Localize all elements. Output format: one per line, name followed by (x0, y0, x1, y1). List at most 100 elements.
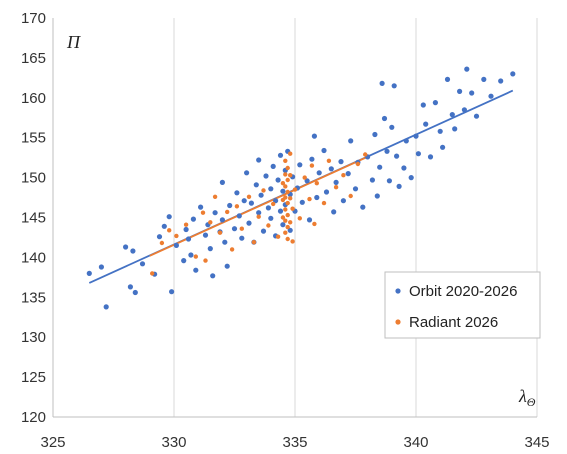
radiant-point (290, 206, 295, 211)
orbit-point (377, 164, 383, 170)
orbit-point (173, 242, 179, 248)
legend-label-radiant: Radiant 2026 (409, 314, 498, 331)
orbit-point (219, 179, 225, 185)
orbit-point (219, 217, 225, 223)
orbit-point (222, 239, 228, 245)
radiant-point (150, 271, 155, 276)
radiant-point (283, 158, 288, 163)
orbit-point (98, 264, 104, 270)
orbit-point (391, 83, 397, 89)
orbit-point (488, 93, 494, 99)
radiant-point (280, 215, 286, 220)
radiant-point (321, 200, 327, 206)
radiant-point (363, 152, 368, 157)
radiant-point (288, 173, 293, 178)
radiant-point (333, 185, 339, 190)
orbit-point (297, 162, 303, 168)
radiant-point (285, 236, 290, 242)
orbit-point (277, 208, 284, 214)
orbit-point (432, 100, 438, 106)
y-tick-label: 135 (21, 289, 46, 306)
orbit-point (403, 138, 409, 144)
orbit-point (449, 112, 455, 118)
radiant-point (229, 247, 235, 252)
orbit-point (396, 183, 402, 189)
orbit-point (277, 152, 284, 158)
orbit-point (510, 71, 516, 77)
orbit-point (123, 244, 129, 250)
orbit-point (185, 236, 192, 242)
orbit-point (253, 182, 259, 188)
orbit-point (132, 289, 138, 296)
radiant-point (193, 254, 198, 259)
radiant-point (292, 187, 298, 192)
radiant-point (285, 189, 290, 195)
grid-lines (173, 18, 538, 417)
orbit-point (413, 133, 419, 139)
orbit-point (381, 115, 388, 122)
x-tick-label: 330 (161, 434, 186, 451)
orbit-point (374, 193, 380, 199)
orbit-point (263, 173, 269, 179)
orbit-point (384, 148, 390, 154)
orbit-point (311, 133, 317, 139)
orbit-point (328, 166, 334, 172)
orbit-point (437, 128, 443, 134)
orbit-point (103, 304, 109, 310)
orbit-point (379, 80, 385, 86)
orbit-point (248, 200, 254, 206)
orbit-point (207, 246, 213, 252)
radiant-point (174, 233, 179, 239)
orbit-point (287, 227, 293, 233)
orbit-point (369, 177, 375, 183)
orbit-point (314, 194, 320, 201)
y-tick-label: 120 (21, 409, 46, 426)
orbit-point (394, 153, 400, 159)
radiant-point (200, 210, 206, 215)
orbit-point (348, 138, 354, 144)
orbit-point (415, 151, 421, 157)
orbit-point (224, 263, 230, 269)
radiant-point (167, 228, 172, 233)
orbit-point (236, 213, 242, 219)
y-tick-label: 140 (21, 249, 46, 266)
orbit-point (440, 144, 446, 150)
orbit-point (316, 170, 322, 176)
orbit-point (401, 165, 407, 171)
orbit-point (268, 215, 274, 221)
orbit-point (181, 258, 187, 264)
y-tick-label: 130 (21, 329, 46, 346)
radiant-point (271, 201, 276, 207)
y-tick-label: 170 (21, 10, 46, 27)
legend-label-orbit: Orbit 2020-2026 (409, 283, 517, 300)
orbit-point (299, 199, 305, 205)
radiant-point (246, 194, 252, 199)
radiant-point (312, 221, 317, 227)
orbit-point (275, 177, 281, 183)
radiant-point (239, 226, 244, 231)
y-tick-label: 160 (21, 90, 46, 107)
orbit-point (473, 113, 480, 119)
radiant-point (285, 165, 290, 171)
radiant-point (159, 240, 165, 246)
orbit-point (188, 252, 194, 258)
radiant-point (288, 196, 293, 201)
orbit-point (333, 179, 339, 185)
orbit-point (338, 159, 344, 165)
orbit-point (461, 107, 467, 113)
radiant-point (283, 218, 288, 223)
radiant-point (225, 209, 230, 215)
orbit-point (169, 289, 175, 295)
axes: 325 330 335 340 345 120 125 130 135 140 145 150 155 1… (21, 10, 550, 451)
orbit-point (331, 209, 337, 215)
orbit-point (457, 88, 463, 94)
orbit-point (389, 124, 395, 130)
legend: Orbit 2020-2026 Radiant 2026 (384, 271, 541, 339)
radiant-point (285, 200, 290, 206)
orbit-point (234, 190, 240, 196)
radiant-point (208, 220, 213, 225)
y-axis-label: Π (66, 32, 81, 52)
radiant-point (307, 196, 312, 202)
